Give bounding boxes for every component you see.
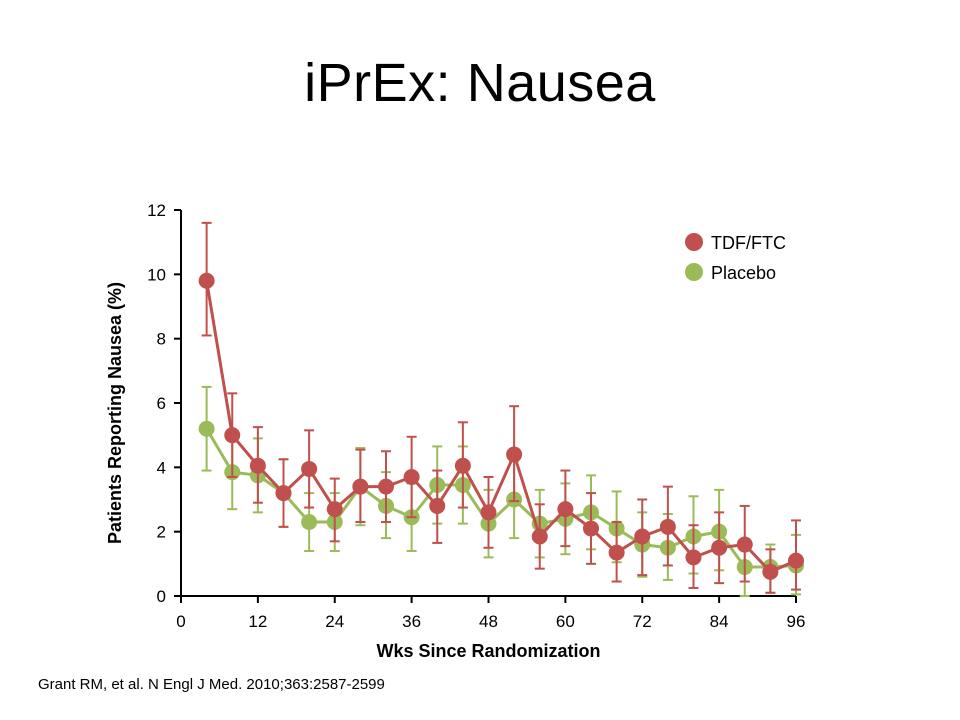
citation: Grant RM, et al. N Engl J Med. 2010;363:… [38, 676, 385, 693]
legend-label: Placebo [711, 263, 776, 283]
x-tick-label: 12 [248, 612, 267, 631]
slide-title: iPrEx: Nausea [304, 53, 656, 113]
data-point [249, 457, 266, 474]
data-point [711, 539, 728, 556]
x-axis-title: Wks Since Randomization [376, 641, 600, 661]
y-tick-label: 10 [147, 265, 166, 284]
data-point [224, 427, 241, 444]
x-tick-label: 84 [710, 612, 729, 631]
data-point [301, 460, 318, 477]
x-tick-label: 60 [556, 612, 575, 631]
x-tick-label: 48 [479, 612, 498, 631]
legend-marker [685, 233, 703, 251]
data-point [275, 485, 292, 502]
chart-legend: TDF/FTC Placebo [685, 233, 786, 283]
x-tick-label: 24 [325, 612, 344, 631]
series-line [205, 280, 797, 574]
y-tick-label: 8 [157, 330, 166, 349]
y-tick-label: 4 [157, 458, 166, 477]
data-point [378, 478, 394, 495]
x-tick-label: 72 [633, 612, 652, 631]
series-tdf-ftc [198, 221, 804, 594]
data-point [634, 528, 651, 545]
data-point [736, 536, 753, 553]
data-point [531, 528, 548, 545]
data-point [403, 468, 420, 485]
chart-series [198, 221, 804, 597]
data-point [506, 446, 523, 463]
y-axis-title: Patients Reporting Nausea (%) [105, 282, 125, 544]
data-point [557, 501, 574, 518]
y-tick-label: 12 [147, 201, 166, 220]
data-point [301, 514, 318, 531]
data-point [608, 544, 625, 561]
data-point [352, 478, 369, 495]
legend-label: TDF/FTC [711, 233, 786, 253]
data-point [583, 520, 599, 537]
y-tick-label: 2 [157, 523, 166, 542]
data-point [454, 457, 471, 474]
x-tick-label: 36 [402, 612, 421, 631]
data-point [198, 272, 215, 289]
series-line [205, 427, 797, 569]
data-point [685, 549, 702, 566]
data-point [762, 563, 779, 580]
y-tick-label: 6 [157, 394, 166, 413]
legend-marker [685, 263, 703, 281]
data-point [198, 420, 215, 437]
x-tick-label: 0 [176, 612, 185, 631]
data-point [429, 497, 446, 514]
x-tick-label: 96 [787, 612, 806, 631]
data-point [326, 501, 343, 518]
data-point [788, 552, 804, 569]
data-point [659, 518, 676, 535]
data-point [480, 504, 497, 521]
y-tick-label: 0 [157, 587, 166, 606]
